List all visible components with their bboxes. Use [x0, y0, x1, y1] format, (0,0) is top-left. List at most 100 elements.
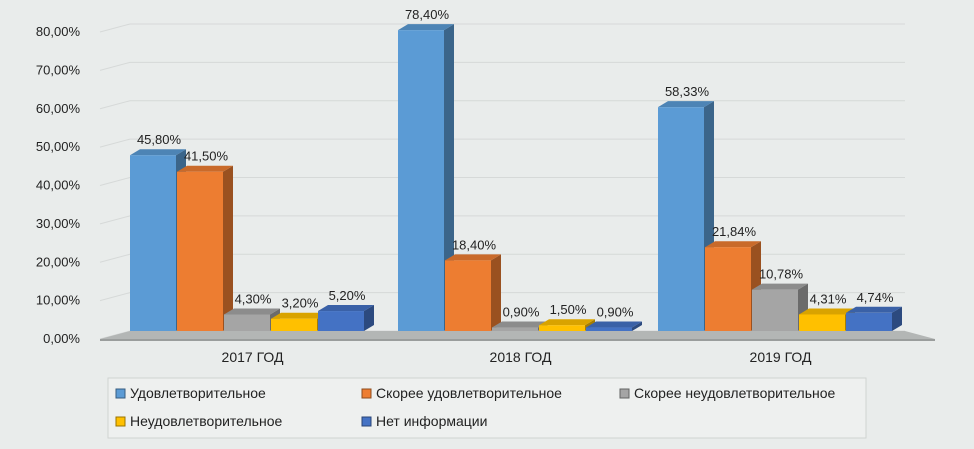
bar-top: [177, 165, 233, 172]
data-label: 10,78%: [759, 267, 804, 282]
bar-top: [271, 312, 327, 319]
data-label: 1,50%: [550, 302, 587, 317]
bar-top: [705, 241, 761, 248]
bar-front: [846, 312, 892, 331]
legend: Удовлетворительное Скорее удовлетворитель…: [107, 377, 867, 439]
data-label: 5,20%: [329, 288, 366, 303]
data-label: 0,90%: [503, 305, 540, 320]
bar-front: [271, 318, 317, 331]
bar-front: [539, 325, 585, 331]
bar-front: [658, 107, 704, 331]
legend-swatch: [115, 416, 126, 427]
bar: [846, 306, 902, 331]
data-label: 58,33%: [665, 84, 710, 99]
bar-front: [586, 327, 632, 331]
legend-item: Удовлетворительное: [115, 385, 266, 401]
bar: [586, 321, 642, 331]
y-tick-label: 20,00%: [36, 254, 81, 269]
legend-item: Скорее неудовлетворительное: [619, 385, 836, 401]
legend-label: Неудовлетворительное: [130, 413, 282, 429]
bar: [318, 305, 374, 331]
bar-front: [705, 247, 751, 331]
gridlines: [99, 23, 905, 340]
bar: [658, 101, 714, 331]
legend-label: Скорее неудовлетворительное: [634, 385, 836, 401]
bar: [177, 165, 233, 331]
data-labels: 45,80%41,50% 4,30% 3,20% 5,20% 78,40% 18,40% 0…: [137, 7, 894, 319]
legend-label: Удовлетворительное: [130, 385, 266, 401]
data-label: 21,84%: [712, 224, 757, 239]
legend-item: Нет информации: [361, 413, 487, 429]
floor-edge: [100, 339, 935, 341]
bar-top: [752, 283, 808, 290]
data-label: 41,50%: [184, 149, 229, 164]
bar-top: [445, 254, 501, 261]
y-tick-label: 50,00%: [36, 139, 81, 154]
gridline: [99, 215, 131, 225]
bar-front: [752, 289, 798, 331]
bar: [705, 241, 761, 331]
data-label: 0,90%: [597, 305, 634, 320]
bar-top: [318, 305, 374, 312]
gridline: [99, 138, 131, 148]
y-tick-label: 70,00%: [36, 62, 81, 77]
bar-top: [398, 24, 454, 31]
bar-top: [492, 321, 548, 328]
bar-front: [799, 314, 845, 331]
category-label: 2017 ГОД: [222, 349, 284, 365]
bar: [398, 24, 454, 331]
data-label: 4,30%: [235, 291, 272, 306]
legend-swatch: [361, 416, 372, 427]
bar-front: [492, 327, 538, 331]
data-label: 45,80%: [137, 132, 182, 147]
bar-top: [539, 319, 595, 326]
bar-top: [658, 101, 714, 108]
bar: [445, 254, 501, 331]
bar-front: [130, 155, 176, 331]
y-tick-label: 30,00%: [36, 216, 81, 231]
legend-swatch: [115, 388, 126, 399]
bar-front: [445, 260, 491, 331]
y-tick-label: 10,00%: [36, 293, 81, 308]
bars: [130, 24, 902, 331]
bar-top: [224, 308, 280, 315]
legend-item: Неудовлетворительное: [115, 413, 282, 429]
gridline: [99, 253, 131, 263]
gridline: [99, 100, 131, 110]
y-tick-label: 80,00%: [36, 24, 81, 39]
gridline: [99, 292, 131, 302]
y-tick-label: 60,00%: [36, 101, 81, 116]
gridline: [99, 61, 131, 71]
bar-side: [444, 24, 454, 331]
bar-side: [223, 165, 233, 331]
data-label: 3,20%: [282, 296, 319, 311]
category-label: 2019 ГОД: [750, 349, 812, 365]
legend-box: [107, 377, 867, 439]
bar-top: [586, 321, 642, 328]
gridline: [99, 177, 131, 186]
bar-front: [177, 171, 223, 331]
category-label: 2018 ГОД: [490, 349, 552, 365]
floor-top: [100, 331, 935, 339]
x-axis-category-labels: 2017 ГОД 2018 ГОД 2019 ГОД: [222, 349, 812, 365]
legend-label: Скорее удовлетворительное: [376, 385, 562, 401]
legend-item: Скорее удовлетворительное: [361, 385, 562, 401]
bar-front: [318, 311, 364, 331]
bar-side: [364, 305, 374, 331]
legend-swatch: [361, 388, 372, 399]
y-tick-label: 40,00%: [36, 178, 81, 193]
bar-top: [130, 149, 186, 156]
bar-side: [491, 254, 501, 331]
bar-top: [799, 308, 855, 315]
data-label: 4,31%: [810, 291, 847, 306]
bar-front: [224, 314, 270, 331]
y-axis-tick-labels: 0,00% 10,00% 20,00% 30,00% 40,00% 50,00% 60,00…: [36, 24, 81, 346]
data-label: 78,40%: [405, 7, 450, 22]
bar-top: [846, 306, 902, 313]
gridline: [99, 23, 131, 33]
data-label: 4,74%: [857, 290, 894, 305]
bar-side: [892, 306, 902, 331]
data-label: 18,40%: [452, 237, 497, 252]
y-tick-label: 0,00%: [43, 331, 80, 346]
